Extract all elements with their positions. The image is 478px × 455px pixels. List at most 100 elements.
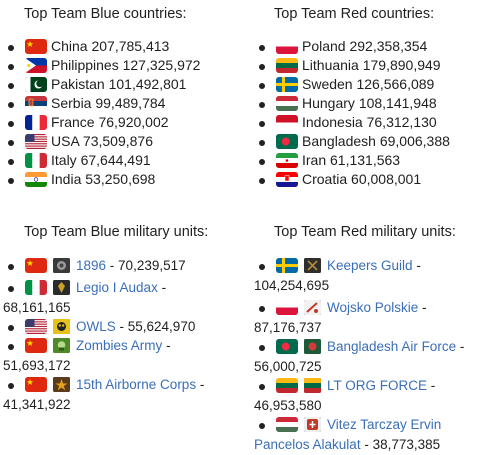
- china-flag-icon: [25, 377, 47, 392]
- red-countries-list: Poland 292,358,354 Lithuania 179,890,949…: [254, 37, 450, 189]
- lithuania-flag-icon: [276, 58, 298, 73]
- unit-value: 104,254,695: [254, 277, 330, 293]
- unit-link[interactable]: Vitez Tarczay Ervin: [327, 417, 442, 432]
- country-name: Lithuania: [302, 57, 359, 73]
- list-item: Vitez Tarczay Ervin Pancelos Alakulat - 3…: [254, 415, 476, 455]
- country-name: USA: [51, 133, 80, 149]
- country-name: Croatia: [302, 171, 348, 187]
- country-name: Philippines: [51, 57, 119, 73]
- bangladesh-flag-icon: [276, 339, 298, 354]
- blue-units-list: 1896 - 70,239,517 Legio I Audax -68,161,…: [3, 256, 235, 415]
- unit-link[interactable]: Legio I Audax: [76, 280, 158, 295]
- unit-value: 51,693,172: [3, 357, 71, 373]
- country-value: 127,325,972: [122, 57, 201, 73]
- list-item: Iran 61,131,563: [254, 151, 450, 170]
- italy-flag-icon: [25, 153, 47, 168]
- italy-flag-icon: [25, 280, 47, 295]
- country-value: 179,890,949: [362, 57, 441, 73]
- list-item: Croatia 60,008,001: [254, 170, 450, 189]
- list-item: Pakistan 101,492,801: [3, 75, 200, 94]
- list-item: 1896 - 70,239,517: [3, 256, 235, 276]
- unit-value: 70,239,517: [118, 258, 186, 273]
- unit-link-continued[interactable]: Pancelos Alakulat: [254, 436, 361, 452]
- unit-link[interactable]: Bangladesh Air Force: [327, 339, 457, 354]
- list-item: Bangladesh 69,006,388: [254, 132, 450, 151]
- list-item: USA 73,509,876: [3, 132, 200, 151]
- unit-value: 87,176,737: [254, 319, 322, 335]
- list-item: Zombies Army -51,693,172: [3, 336, 235, 376]
- poland-flag-icon: [276, 39, 298, 54]
- china-flag-icon: [25, 39, 47, 54]
- unit-link[interactable]: Keepers Guild: [327, 258, 413, 273]
- unit-value: 41,341,922: [3, 396, 71, 412]
- usa-flag-icon: [25, 319, 47, 334]
- list-item: Indonesia 76,312,130: [254, 113, 450, 132]
- china-flag-icon: [25, 338, 47, 353]
- unit-link[interactable]: Zombies Army: [76, 338, 163, 353]
- unit-link[interactable]: LT ORG FORCE: [327, 378, 428, 393]
- list-item: Legio I Audax -68,161,165: [3, 278, 235, 318]
- country-name: India: [51, 171, 82, 187]
- philippines-flag-icon: [25, 58, 47, 73]
- list-item: Serbia 99,489,784: [3, 94, 200, 113]
- unit-link[interactable]: 1896: [76, 258, 107, 273]
- unit-link[interactable]: OWLS: [76, 319, 116, 334]
- pakistan-flag-icon: [25, 77, 47, 92]
- country-name: Hungary: [302, 95, 355, 111]
- country-name: Pakistan: [51, 76, 105, 92]
- unit-emblem-icon: [304, 300, 321, 315]
- croatia-flag-icon: [276, 172, 298, 187]
- list-item: France 76,920,002: [3, 113, 200, 132]
- list-item: LT ORG FORCE -46,953,580: [254, 376, 476, 416]
- unit-emblem-icon: [304, 378, 321, 393]
- country-name: Indonesia: [302, 114, 363, 130]
- country-value: 207,785,413: [91, 38, 170, 54]
- country-name: China: [51, 38, 88, 54]
- red-units-title: Top Team Red military units:: [274, 224, 456, 240]
- unit-emblem-icon: [53, 258, 70, 273]
- unit-emblem-icon: [53, 280, 70, 295]
- country-value: 99,489,784: [95, 95, 166, 111]
- unit-emblem-icon: [53, 319, 70, 334]
- country-value: 73,509,876: [82, 133, 153, 149]
- list-item: Keepers Guild -104,254,695: [254, 256, 476, 296]
- blue-units-title: Top Team Blue military units:: [24, 224, 209, 240]
- country-value: 67,644,491: [80, 152, 151, 168]
- unit-value: 68,161,165: [3, 299, 71, 315]
- red-units-list: Keepers Guild -104,254,695 Wojsko Polski…: [254, 256, 476, 455]
- red-countries-title: Top Team Red countries:: [274, 6, 435, 22]
- country-value: 61,131,563: [330, 152, 401, 168]
- list-item: China 207,785,413: [3, 37, 200, 56]
- country-name: Iran: [302, 152, 327, 168]
- unit-emblem-icon: [304, 258, 321, 273]
- hungary-flag-icon: [276, 96, 298, 111]
- country-name: Serbia: [51, 95, 92, 111]
- hungary-flag-icon: [276, 417, 298, 432]
- unit-emblem-icon: [304, 417, 321, 432]
- unit-link[interactable]: Wojsko Polskie: [327, 300, 419, 315]
- country-name: Italy: [51, 152, 77, 168]
- iran-flag-icon: [276, 153, 298, 168]
- country-value: 60,008,001: [351, 171, 422, 187]
- unit-value: 46,953,580: [254, 397, 322, 413]
- list-item: Italy 67,644,491: [3, 151, 200, 170]
- unit-emblem-icon: [53, 377, 70, 392]
- poland-flag-icon: [276, 300, 298, 315]
- unit-link[interactable]: 15th Airborne Corps: [76, 377, 197, 392]
- unit-value: 38,773,385: [372, 436, 441, 452]
- country-value: 101,492,801: [108, 76, 187, 92]
- blue-countries-list: China 207,785,413 Philippines 127,325,97…: [3, 37, 200, 189]
- indonesia-flag-icon: [276, 115, 298, 130]
- list-item: Hungary 108,141,948: [254, 94, 450, 113]
- country-value: 76,920,002: [98, 114, 169, 130]
- sweden-flag-icon: [276, 77, 298, 92]
- list-item: Sweden 126,566,089: [254, 75, 450, 94]
- lithuania-flag-icon: [276, 378, 298, 393]
- list-item: Philippines 127,325,972: [3, 56, 200, 75]
- france-flag-icon: [25, 115, 47, 130]
- country-name: Bangladesh: [302, 133, 376, 149]
- unit-value: 56,000,725: [254, 358, 322, 374]
- serbia-flag-icon: [25, 96, 47, 111]
- country-name: France: [51, 114, 95, 130]
- unit-value: 55,624,970: [127, 319, 196, 334]
